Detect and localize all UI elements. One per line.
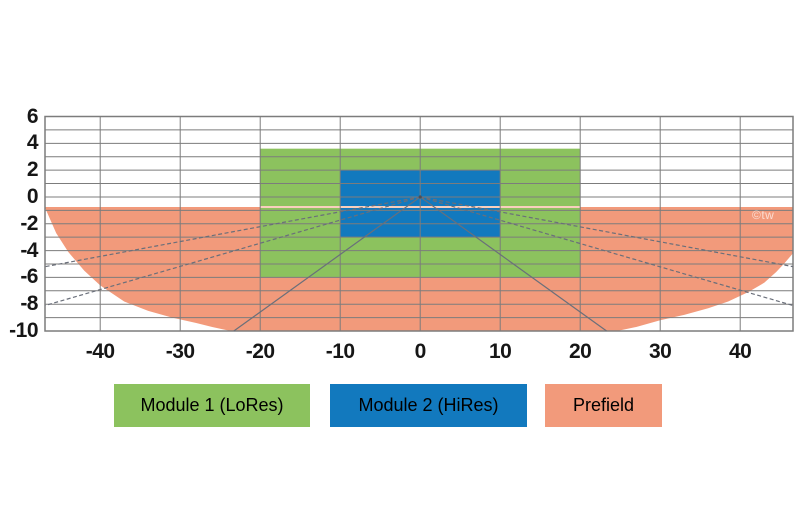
- ray-origin-point: [418, 195, 422, 199]
- x-axis-label: 20: [569, 340, 592, 363]
- legend: Module 1 (LoRes) Module 2 (HiRes) Prefie…: [0, 384, 798, 427]
- plot-border: [44, 115, 794, 332]
- y-axis-label: -4: [20, 238, 38, 262]
- watermark: ©tw: [752, 208, 775, 222]
- y-axis-label: 0: [26, 184, 39, 208]
- x-axis-label: 30: [649, 340, 672, 363]
- beam-ray-dashed: [420, 196, 794, 268]
- beam-ray-dashed: [44, 196, 421, 268]
- x-axis-label: 40: [729, 340, 752, 363]
- x-axis-label: -40: [85, 340, 115, 363]
- y-axis-label: 2: [26, 158, 39, 182]
- y-axis-label: -6: [20, 265, 38, 289]
- y-axis-label: 6: [26, 104, 39, 128]
- beam-ray-solid: [233, 196, 421, 332]
- beam-ray-solid: [419, 196, 607, 332]
- y-axis-label: 4: [26, 131, 39, 155]
- x-axis-label: -30: [165, 340, 195, 363]
- y-axis-label: -2: [20, 211, 38, 235]
- y-axis-label: -8: [20, 292, 38, 316]
- x-axis-label: 10: [489, 340, 512, 363]
- beam-ray-dashed: [44, 196, 421, 307]
- legend-item-module1: Module 1 (LoRes): [114, 384, 310, 427]
- legend-item-module2: Module 2 (HiRes): [330, 384, 527, 427]
- x-axis-label: 0: [414, 340, 427, 363]
- x-axis-label: -10: [325, 340, 355, 363]
- y-axis-label: -10: [9, 319, 38, 342]
- legend-item-prefield: Prefield: [545, 384, 662, 427]
- x-axis-label: -20: [245, 340, 275, 363]
